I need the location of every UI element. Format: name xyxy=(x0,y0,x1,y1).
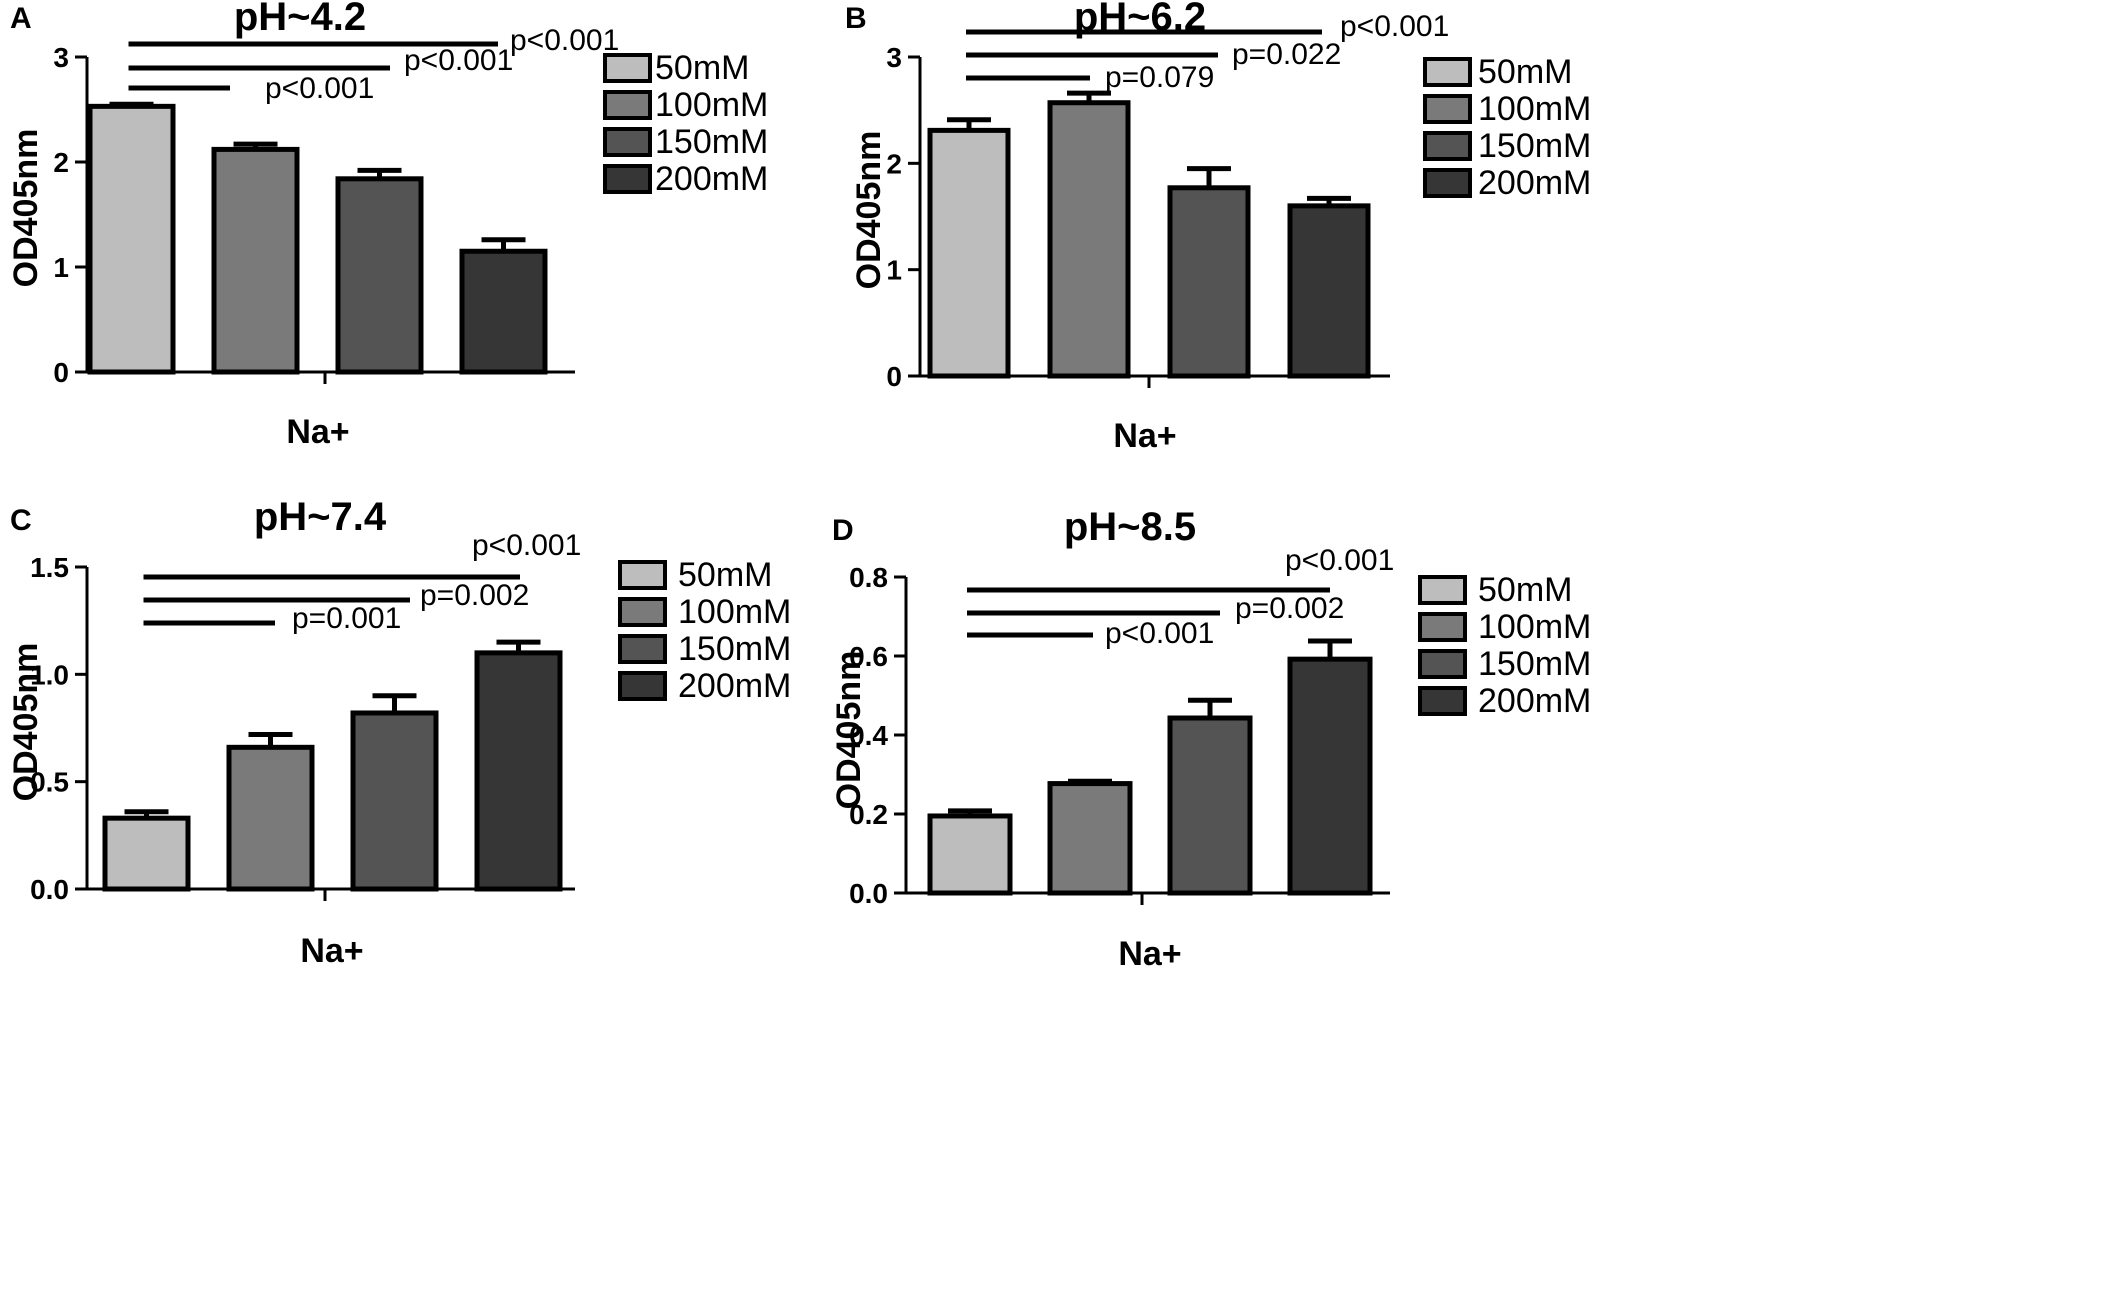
legend-label: 50mM xyxy=(1478,571,1572,609)
p-value-label: p<0.001 xyxy=(404,44,513,77)
bar-50mm xyxy=(927,813,1013,896)
legend-label: 100mM xyxy=(655,86,768,124)
y-tick-label: 0 xyxy=(886,361,902,392)
bar-100mm xyxy=(1047,100,1131,379)
y-tick-label: 3 xyxy=(53,42,69,73)
panel-label: B xyxy=(845,2,867,35)
bar-200mm xyxy=(474,650,563,892)
x-axis-label: Na+ xyxy=(1113,417,1176,455)
legend-label: 200mM xyxy=(1478,682,1591,720)
legend-label: 100mM xyxy=(678,593,791,631)
bar-200mm xyxy=(1287,203,1371,379)
legend-swatch xyxy=(603,164,652,194)
p-value-label: p<0.001 xyxy=(1340,10,1449,43)
p-value-label: p<0.001 xyxy=(1105,617,1214,650)
legend-label: 150mM xyxy=(1478,645,1591,683)
p-value-label: p=0.022 xyxy=(1232,38,1341,71)
p-value-label: p=0.001 xyxy=(292,602,401,635)
legend-label: 50mM xyxy=(655,49,749,87)
bar-50mm xyxy=(87,103,176,375)
y-tick-label: 1.0 xyxy=(30,659,69,690)
p-value-label: p=0.079 xyxy=(1105,61,1214,94)
legend-swatch xyxy=(618,560,667,590)
y-tick-label: 0.5 xyxy=(30,767,69,798)
panel-label: A xyxy=(10,2,32,35)
legend-swatch xyxy=(603,53,652,83)
legend-swatch xyxy=(1418,649,1467,679)
y-tick-label: 1 xyxy=(886,255,902,286)
bar-100mm xyxy=(226,744,315,892)
bar-150mm xyxy=(350,710,439,892)
bar-150mm xyxy=(1167,715,1253,896)
bar-150mm xyxy=(335,176,424,375)
p-value-label: p<0.001 xyxy=(510,24,619,57)
legend-label: 100mM xyxy=(1478,608,1591,646)
bar-100mm xyxy=(1047,781,1133,896)
chart-title: pH~7.4 xyxy=(254,495,387,539)
p-value-label: p<0.001 xyxy=(472,529,581,562)
bar-200mm xyxy=(459,248,548,375)
bar-150mm xyxy=(1167,185,1251,379)
y-tick-label: 1.5 xyxy=(30,552,69,583)
y-axis-label: OD405nm xyxy=(830,651,868,810)
y-axis-label: OD405nm xyxy=(850,131,888,290)
y-tick-label: 2 xyxy=(53,147,69,178)
panel-label: C xyxy=(10,504,32,537)
bar-50mm xyxy=(927,127,1011,379)
p-value-label: p=0.002 xyxy=(420,579,529,612)
p-value-label: p<0.001 xyxy=(1285,544,1394,577)
y-tick-label: 2 xyxy=(886,148,902,179)
chart-title: pH~8.5 xyxy=(1064,505,1196,549)
y-tick-label: 0 xyxy=(53,357,69,388)
legend-label: 150mM xyxy=(655,123,768,161)
legend-swatch xyxy=(1418,575,1467,605)
y-tick-label: 3 xyxy=(886,42,902,73)
y-tick-label: 0.2 xyxy=(849,799,888,830)
bar-50mm xyxy=(102,815,191,892)
y-axis-label: OD405nm xyxy=(7,129,45,288)
legend-label: 50mM xyxy=(678,556,772,594)
x-axis-label: Na+ xyxy=(300,932,363,970)
legend-swatch xyxy=(1418,612,1467,642)
bar-100mm xyxy=(211,146,300,375)
legend-label: 50mM xyxy=(1478,53,1572,91)
bar-200mm xyxy=(1287,656,1373,896)
y-tick-label: 1 xyxy=(53,252,69,283)
y-axis-label: OD405nm xyxy=(7,643,45,802)
legend-swatch xyxy=(1423,131,1472,161)
y-tick-label: 0.0 xyxy=(30,874,69,905)
chart-title: pH~4.2 xyxy=(234,0,366,39)
p-value-label: p=0.002 xyxy=(1235,592,1344,625)
y-tick-label: 0.0 xyxy=(849,878,888,909)
legend-swatch xyxy=(1423,94,1472,124)
legend-swatch xyxy=(603,127,652,157)
y-tick-label: 0.6 xyxy=(849,641,888,672)
legend-label: 150mM xyxy=(678,630,791,668)
legend-swatch xyxy=(618,597,667,627)
p-value-label: p<0.001 xyxy=(265,72,374,105)
legend-swatch xyxy=(603,90,652,120)
panel-label: D xyxy=(832,514,854,547)
legend-swatch xyxy=(618,634,667,664)
legend-label: 150mM xyxy=(1478,127,1591,165)
legend-label: 100mM xyxy=(1478,90,1591,128)
legend-swatch xyxy=(618,671,667,701)
legend-label: 200mM xyxy=(678,667,791,705)
legend-label: 200mM xyxy=(655,160,768,198)
legend-swatch xyxy=(1418,686,1467,716)
y-tick-label: 0.4 xyxy=(849,720,888,751)
legend-swatch xyxy=(1423,168,1472,198)
legend-label: 200mM xyxy=(1478,164,1591,202)
legend-swatch xyxy=(1423,57,1472,87)
x-axis-label: Na+ xyxy=(1118,935,1181,973)
x-axis-label: Na+ xyxy=(286,413,349,451)
y-tick-label: 0.8 xyxy=(849,562,888,593)
